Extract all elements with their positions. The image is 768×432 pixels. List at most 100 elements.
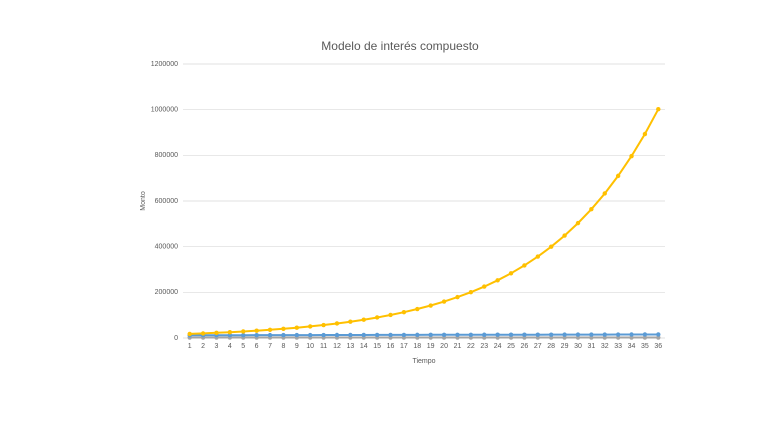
- data-point: [642, 332, 648, 337]
- data-point: [656, 106, 661, 112]
- data-point: [602, 332, 607, 337]
- data-point: [361, 317, 366, 322]
- data-point: [589, 206, 594, 212]
- data-point: [656, 332, 661, 337]
- x-tick-label: 1: [188, 343, 192, 350]
- x-tick-label: 14: [360, 343, 368, 350]
- x-tick-label: 4: [228, 343, 232, 350]
- y-tick-label: 1200000: [151, 61, 178, 68]
- data-point: [602, 191, 607, 196]
- data-point: [374, 332, 380, 338]
- data-point: [455, 294, 460, 300]
- x-tick-label: 6: [255, 343, 259, 350]
- x-tick-label: 18: [413, 343, 421, 350]
- y-tick-label: 200000: [155, 289, 178, 296]
- data-point: [615, 332, 621, 337]
- chart-title: Modelo de interés compuesto: [321, 39, 479, 53]
- data-point: [281, 332, 286, 338]
- data-point: [562, 233, 567, 238]
- x-tick-label: 25: [507, 343, 515, 350]
- data-point: [428, 332, 433, 338]
- x-tick-label: 7: [268, 343, 272, 350]
- data-point: [495, 278, 500, 283]
- x-tick-label: 19: [427, 343, 435, 350]
- x-tick-label: 16: [387, 343, 395, 350]
- x-tick-label: 36: [654, 343, 662, 350]
- x-tick-label: 26: [521, 343, 529, 350]
- data-point: [401, 309, 407, 315]
- data-point: [548, 332, 554, 337]
- data-point: [522, 332, 527, 337]
- data-point: [642, 131, 648, 137]
- x-tick-label: 2: [201, 343, 205, 350]
- data-point: [415, 332, 420, 338]
- x-axis-label: Tiempo: [412, 358, 435, 365]
- data-point: [575, 332, 581, 337]
- series-line: [189, 333, 659, 337]
- data-point: [589, 332, 594, 337]
- x-tick-label: 11: [320, 343, 327, 350]
- data-point: [535, 332, 541, 337]
- x-tick-label: 27: [534, 343, 542, 350]
- data-point: [334, 332, 340, 338]
- data-point: [348, 332, 353, 338]
- data-point: [508, 332, 514, 337]
- x-tick-label: 29: [561, 343, 569, 350]
- data-point: [575, 220, 581, 226]
- x-tick-label: 32: [601, 343, 609, 350]
- y-tick-label: 1000000: [151, 107, 178, 114]
- data-point: [388, 332, 393, 338]
- x-tick-label: 21: [454, 343, 462, 350]
- data-point: [415, 306, 420, 312]
- data-point: [267, 327, 273, 333]
- x-tick-label: 28: [547, 343, 555, 350]
- data-point: [361, 332, 366, 338]
- data-point: [508, 271, 514, 276]
- data-point: [615, 335, 621, 340]
- data-point: [187, 331, 192, 337]
- data-point: [294, 332, 300, 338]
- data-point: [294, 325, 300, 330]
- x-tick-label: 35: [641, 343, 649, 350]
- data-point: [656, 335, 661, 340]
- data-point: [428, 303, 433, 308]
- data-point: [281, 326, 286, 332]
- data-point: [482, 332, 487, 337]
- x-tick-label: 31: [587, 343, 595, 350]
- data-point: [401, 332, 407, 338]
- x-tick-label: 10: [306, 343, 314, 350]
- data-point: [348, 319, 353, 324]
- data-point: [548, 244, 554, 249]
- x-tick-label: 24: [494, 343, 502, 350]
- x-tick-label: 23: [480, 343, 488, 350]
- data-point: [468, 332, 474, 337]
- data-point: [267, 332, 273, 338]
- data-point: [334, 321, 340, 326]
- data-point: [629, 335, 634, 340]
- x-tick-label: 34: [628, 343, 636, 350]
- x-tick-label: 12: [333, 343, 341, 350]
- x-tick-label: 5: [241, 343, 245, 350]
- data-point: [482, 284, 487, 289]
- series-line: [189, 108, 660, 335]
- x-tick-label: 13: [346, 343, 354, 350]
- data-point: [214, 330, 219, 336]
- y-tick-label: 800000: [155, 152, 178, 159]
- x-tick-label: 8: [281, 343, 285, 350]
- x-tick-label: 17: [400, 343, 408, 350]
- x-tick-label: 9: [295, 343, 299, 350]
- data-point: [374, 315, 380, 320]
- data-point: [254, 332, 259, 338]
- data-point: [441, 299, 447, 304]
- x-tick-label: 22: [467, 343, 475, 350]
- data-point: [441, 332, 447, 338]
- x-tick-label: 33: [614, 343, 622, 350]
- y-tick-label: 0: [174, 335, 178, 342]
- data-point: [200, 331, 206, 336]
- data-point: [241, 329, 246, 334]
- x-tick-label: 15: [373, 343, 381, 350]
- data-point: [642, 335, 648, 340]
- data-point: [468, 289, 474, 295]
- data-point: [307, 324, 313, 329]
